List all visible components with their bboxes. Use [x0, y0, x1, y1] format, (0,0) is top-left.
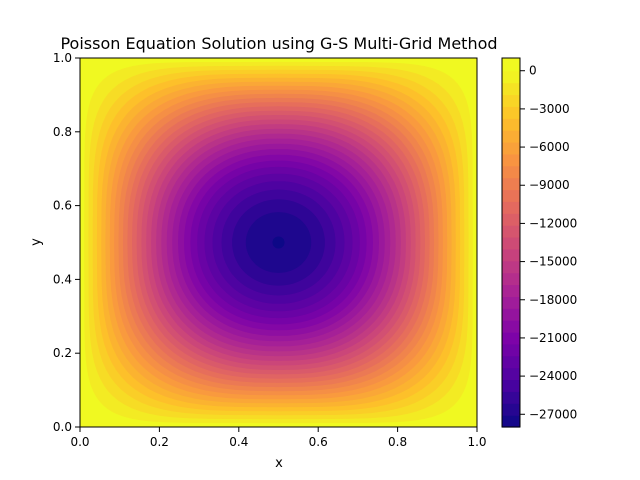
- colorbar-tick-label: −6000: [529, 140, 570, 154]
- y-axis: 0.0 0.2 0.4 0.6 0.8 1.0: [53, 51, 80, 434]
- colorbar-band: [502, 82, 520, 96]
- y-tick-label: 1.0: [53, 51, 72, 65]
- colorbar-band: [502, 141, 520, 155]
- colorbar-tick-label: −12000: [529, 216, 577, 230]
- x-axis: 0.0 0.2 0.4 0.6 0.8 1.0: [70, 427, 487, 449]
- colorbar-band: [502, 177, 520, 191]
- colorbar-band: [502, 236, 520, 250]
- colorbar-band: [502, 355, 520, 369]
- colorbar-tick-label: −27000: [529, 407, 577, 421]
- colorbar-band: [502, 272, 520, 286]
- y-tick-label: 0.0: [53, 420, 72, 434]
- chart-title: Poisson Equation Solution using G-S Mult…: [60, 34, 497, 53]
- colorbar: [502, 58, 520, 428]
- colorbar-band: [502, 153, 520, 167]
- colorbar-frame: [501, 57, 521, 428]
- colorbar-band: [502, 331, 520, 345]
- colorbar-band: [502, 415, 520, 428]
- y-tick-label: 0.8: [53, 125, 72, 139]
- colorbar-band: [502, 94, 520, 107]
- colorbar-tick-label: −18000: [529, 293, 577, 307]
- colorbar-tick-label: −15000: [529, 255, 577, 269]
- colorbar-band: [502, 260, 520, 274]
- colorbar-band: [502, 58, 520, 60]
- colorbar-band: [502, 320, 520, 333]
- colorbar-band: [502, 58, 520, 72]
- y-tick-label: 0.6: [53, 199, 72, 213]
- colorbar-band: [502, 343, 520, 357]
- x-tick-label: 0.4: [229, 435, 248, 449]
- colorbar-band: [502, 391, 520, 404]
- colorbar-band: [502, 367, 520, 381]
- colorbar-band: [502, 118, 520, 131]
- colorbar-band: [502, 248, 520, 262]
- colorbar-band: [502, 70, 520, 84]
- plot-frame: [79, 57, 478, 428]
- colorbar-tick-label: 0: [529, 64, 537, 78]
- colorbar-band: [502, 296, 520, 309]
- x-tick-label: 0.0: [70, 435, 89, 449]
- colorbar-band: [502, 213, 520, 226]
- y-axis-label: y: [29, 238, 44, 246]
- x-tick-label: 0.8: [388, 435, 407, 449]
- x-tick-label: 1.0: [467, 435, 486, 449]
- colorbar-band: [502, 403, 520, 416]
- colorbar-tick-label: −24000: [529, 369, 577, 383]
- colorbar-tick-label: −3000: [529, 102, 570, 116]
- contour-minimum: [272, 236, 285, 249]
- y-tick-label: 0.2: [53, 346, 72, 360]
- colorbar-band: [502, 189, 520, 202]
- colorbar-band: [502, 106, 520, 119]
- y-tick-label: 0.4: [53, 272, 72, 286]
- contour-plot: [80, 58, 477, 427]
- colorbar-ticks: 0 −3000 −6000 −9000 −12000 −15000 −18000 −21000…: [520, 64, 577, 421]
- colorbar-band: [502, 379, 520, 392]
- colorbar-tick-label: −9000: [529, 178, 570, 192]
- colorbar-band: [502, 284, 520, 297]
- colorbar-tick-label: −21000: [529, 331, 577, 345]
- colorbar-band: [502, 165, 520, 179]
- colorbar-band: [502, 308, 520, 321]
- colorbar-band: [502, 130, 520, 143]
- colorbar-band: [502, 201, 520, 214]
- x-axis-label: x: [275, 456, 283, 471]
- x-tick-label: 0.2: [150, 435, 169, 449]
- x-tick-label: 0.6: [309, 435, 328, 449]
- colorbar-band: [502, 225, 520, 238]
